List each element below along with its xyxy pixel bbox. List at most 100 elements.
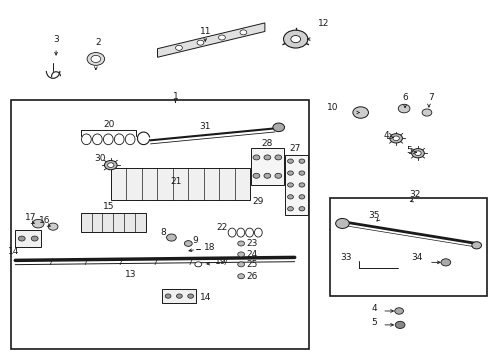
Bar	[81, 213, 145, 231]
Text: 10: 10	[326, 103, 338, 112]
Circle shape	[184, 240, 192, 246]
Circle shape	[197, 40, 203, 45]
Polygon shape	[157, 23, 264, 57]
Circle shape	[272, 123, 284, 132]
Circle shape	[252, 155, 259, 160]
Circle shape	[48, 223, 58, 230]
Circle shape	[421, 109, 431, 116]
Bar	[250, 148, 283, 185]
Text: 9: 9	[192, 236, 198, 245]
Circle shape	[187, 294, 193, 298]
Text: 3: 3	[53, 35, 59, 44]
Bar	[162, 289, 196, 303]
Ellipse shape	[237, 228, 244, 237]
Circle shape	[264, 173, 270, 178]
Text: 7: 7	[427, 93, 433, 102]
Circle shape	[175, 45, 182, 50]
Text: 2: 2	[95, 39, 101, 48]
Bar	[11, 100, 308, 349]
Text: 5: 5	[371, 318, 376, 327]
Text: 15: 15	[103, 202, 114, 211]
Circle shape	[237, 252, 244, 257]
Text: 11: 11	[199, 27, 210, 36]
Circle shape	[471, 242, 481, 249]
Circle shape	[298, 159, 304, 163]
Circle shape	[32, 219, 44, 228]
Circle shape	[287, 159, 293, 163]
Text: 33: 33	[339, 253, 351, 262]
Circle shape	[104, 161, 117, 170]
Text: 35: 35	[368, 211, 379, 220]
Text: 4: 4	[383, 131, 388, 140]
Text: 23: 23	[245, 239, 257, 248]
Ellipse shape	[125, 134, 135, 145]
Circle shape	[91, 55, 101, 63]
Circle shape	[298, 195, 304, 199]
Circle shape	[287, 183, 293, 187]
Text: 27: 27	[288, 144, 300, 153]
Circle shape	[87, 53, 104, 66]
Text: 21: 21	[170, 177, 182, 186]
Circle shape	[392, 136, 399, 141]
Circle shape	[166, 234, 176, 241]
Text: 22: 22	[216, 223, 227, 232]
Text: 14: 14	[200, 293, 211, 302]
Circle shape	[240, 30, 246, 35]
Circle shape	[274, 173, 281, 178]
Circle shape	[287, 207, 293, 211]
Circle shape	[237, 262, 244, 267]
Circle shape	[287, 171, 293, 175]
Text: 20: 20	[103, 120, 114, 129]
Circle shape	[194, 262, 201, 267]
Circle shape	[237, 241, 244, 246]
Circle shape	[165, 294, 171, 298]
Text: 5: 5	[406, 146, 411, 155]
Circle shape	[440, 259, 450, 266]
Text: 26: 26	[245, 272, 257, 281]
Text: 24: 24	[245, 250, 257, 259]
Text: 18: 18	[204, 243, 215, 252]
Text: 32: 32	[408, 190, 420, 199]
Circle shape	[414, 151, 420, 156]
Circle shape	[31, 236, 38, 241]
Circle shape	[252, 173, 259, 178]
Ellipse shape	[245, 228, 253, 237]
Text: 16: 16	[40, 216, 51, 225]
Text: 12: 12	[317, 19, 328, 28]
Circle shape	[397, 104, 409, 113]
Circle shape	[389, 134, 402, 143]
Circle shape	[298, 171, 304, 175]
Text: 1: 1	[172, 92, 178, 101]
Text: 17: 17	[24, 213, 36, 222]
Bar	[284, 155, 307, 215]
Text: 25: 25	[245, 260, 257, 269]
Circle shape	[218, 35, 225, 40]
Bar	[329, 198, 486, 296]
Text: 6: 6	[402, 93, 407, 102]
Circle shape	[298, 207, 304, 211]
Circle shape	[237, 274, 244, 279]
Text: 31: 31	[199, 122, 210, 131]
Circle shape	[274, 155, 281, 160]
Ellipse shape	[114, 134, 124, 145]
Circle shape	[264, 155, 270, 160]
Text: 13: 13	[124, 270, 136, 279]
Text: 30: 30	[94, 154, 105, 163]
Circle shape	[335, 219, 348, 229]
Text: 8: 8	[160, 228, 166, 237]
Circle shape	[411, 149, 424, 158]
Text: 28: 28	[261, 139, 272, 148]
Circle shape	[298, 183, 304, 187]
Text: 19: 19	[215, 257, 226, 266]
Circle shape	[352, 107, 367, 118]
Circle shape	[287, 195, 293, 199]
Bar	[15, 230, 41, 247]
Text: 4: 4	[371, 305, 376, 314]
Ellipse shape	[81, 134, 91, 145]
Text: 29: 29	[252, 197, 263, 206]
Circle shape	[290, 36, 300, 43]
Circle shape	[394, 308, 403, 314]
Ellipse shape	[228, 228, 236, 237]
Ellipse shape	[92, 134, 102, 145]
Text: 14: 14	[8, 247, 19, 256]
